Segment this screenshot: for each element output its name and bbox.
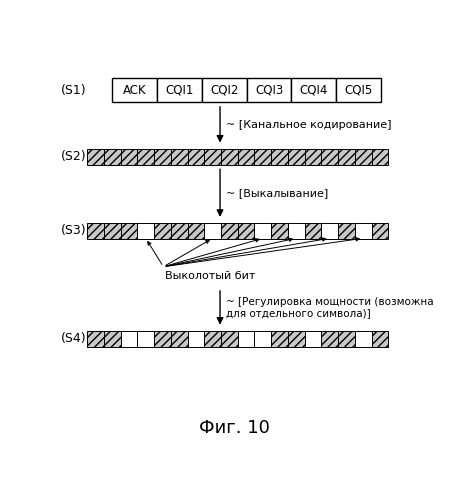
Bar bbox=[372, 223, 388, 239]
Bar bbox=[221, 330, 238, 347]
Text: Фиг. 10: Фиг. 10 bbox=[199, 418, 270, 436]
Bar bbox=[87, 148, 104, 164]
Text: CQI4: CQI4 bbox=[300, 84, 328, 97]
Bar bbox=[288, 223, 305, 239]
Bar bbox=[187, 330, 204, 347]
Text: CQI2: CQI2 bbox=[210, 84, 239, 97]
Bar bbox=[204, 330, 221, 347]
Bar bbox=[305, 223, 321, 239]
Bar bbox=[154, 148, 171, 164]
Bar bbox=[305, 330, 321, 347]
Bar bbox=[138, 148, 154, 164]
Bar bbox=[271, 148, 288, 164]
Bar bbox=[247, 78, 292, 102]
Bar bbox=[138, 223, 154, 239]
Bar bbox=[288, 330, 305, 347]
Text: ~ [Канальное кодирование]: ~ [Канальное кодирование] bbox=[226, 120, 392, 130]
Bar bbox=[255, 330, 271, 347]
Bar bbox=[154, 223, 171, 239]
Bar bbox=[338, 223, 355, 239]
Bar bbox=[321, 330, 338, 347]
Bar bbox=[204, 148, 221, 164]
Bar bbox=[121, 148, 138, 164]
Bar bbox=[321, 223, 338, 239]
Text: ~ [Выкалывание]: ~ [Выкалывание] bbox=[226, 188, 329, 198]
Text: (S2): (S2) bbox=[61, 150, 87, 163]
Text: (S4): (S4) bbox=[61, 332, 87, 345]
Bar bbox=[121, 223, 138, 239]
Text: ACK: ACK bbox=[122, 84, 146, 97]
Bar bbox=[171, 223, 187, 239]
Bar bbox=[271, 223, 288, 239]
Bar bbox=[202, 78, 247, 102]
Bar bbox=[238, 330, 255, 347]
Bar bbox=[87, 330, 104, 347]
Bar bbox=[238, 148, 255, 164]
Text: ~ [Регулировка мощности (возможна
для отдельного символа)]: ~ [Регулировка мощности (возможна для от… bbox=[226, 297, 434, 318]
Bar bbox=[138, 330, 154, 347]
Bar bbox=[121, 330, 138, 347]
Bar bbox=[372, 330, 388, 347]
Bar bbox=[104, 223, 121, 239]
Bar bbox=[255, 148, 271, 164]
Bar bbox=[271, 330, 288, 347]
Bar bbox=[336, 78, 381, 102]
Bar bbox=[355, 223, 372, 239]
Bar bbox=[171, 148, 187, 164]
Bar bbox=[204, 223, 221, 239]
Text: Выколотый бит: Выколотый бит bbox=[165, 272, 255, 281]
Bar bbox=[104, 148, 121, 164]
Bar bbox=[171, 330, 187, 347]
Bar bbox=[255, 223, 271, 239]
Bar bbox=[321, 148, 338, 164]
Bar bbox=[305, 148, 321, 164]
Bar bbox=[338, 330, 355, 347]
Text: CQI3: CQI3 bbox=[255, 84, 283, 97]
Bar bbox=[292, 78, 336, 102]
Text: CQI5: CQI5 bbox=[345, 84, 373, 97]
Bar bbox=[221, 148, 238, 164]
Bar bbox=[338, 148, 355, 164]
Bar bbox=[355, 330, 372, 347]
Bar bbox=[187, 223, 204, 239]
Text: (S1): (S1) bbox=[61, 84, 87, 97]
Bar bbox=[355, 148, 372, 164]
Bar bbox=[187, 148, 204, 164]
Bar bbox=[157, 78, 202, 102]
Bar bbox=[104, 330, 121, 347]
Text: (S3): (S3) bbox=[61, 224, 87, 237]
Bar bbox=[112, 78, 157, 102]
Bar bbox=[372, 148, 388, 164]
Bar bbox=[221, 223, 238, 239]
Bar bbox=[288, 148, 305, 164]
Text: CQI1: CQI1 bbox=[165, 84, 193, 97]
Bar bbox=[87, 223, 104, 239]
Bar bbox=[154, 330, 171, 347]
Bar bbox=[238, 223, 255, 239]
